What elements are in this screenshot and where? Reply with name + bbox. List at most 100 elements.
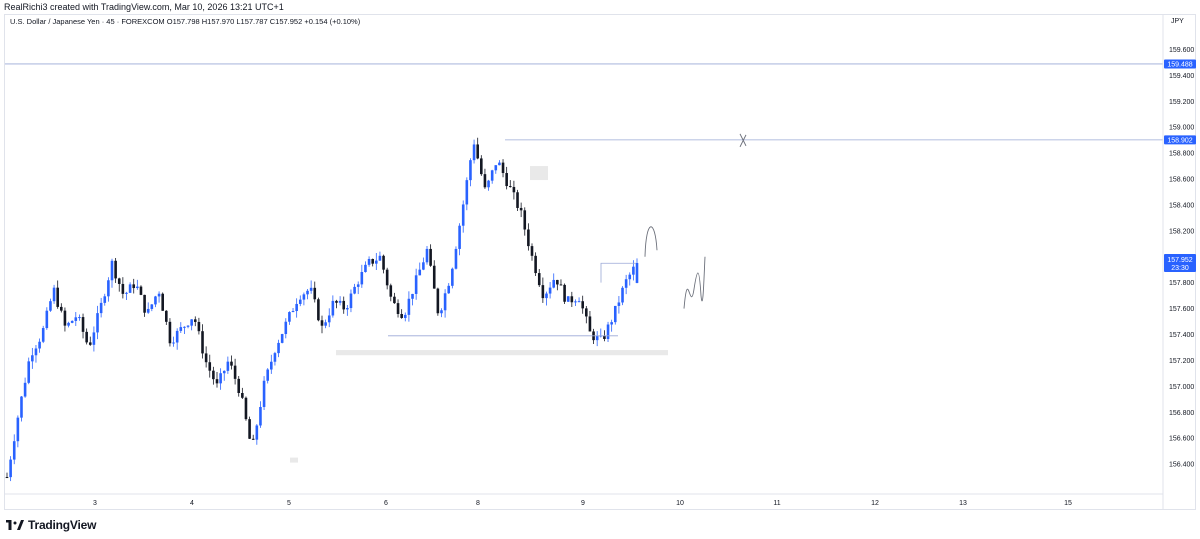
candle-body <box>291 311 295 313</box>
created-by-text: RealRichi3 created with TradingView.com,… <box>4 2 284 12</box>
candle-body <box>548 287 552 294</box>
candle-body <box>465 180 469 205</box>
candle-body <box>49 301 52 311</box>
x-tick-label: 11 <box>773 500 780 507</box>
y-tick-label: 158.400 <box>1169 202 1194 209</box>
candle-body <box>270 361 273 370</box>
candle-body <box>324 322 327 326</box>
candle-body <box>411 293 414 299</box>
candle-body <box>154 296 157 305</box>
candle-body <box>635 262 639 283</box>
candle-body <box>248 419 251 439</box>
y-tick-label: 159.600 <box>1169 47 1194 54</box>
demand-zone <box>336 350 668 356</box>
price-tag <box>1164 253 1196 272</box>
candle-body <box>335 300 338 303</box>
y-tick-label: 158.600 <box>1169 177 1194 184</box>
candle-body <box>251 438 255 440</box>
candle-body <box>346 308 349 310</box>
symbol-legend[interactable]: U.S. Dollar / Japanese Yen · 45 · FOREXC… <box>10 17 361 26</box>
candle-body <box>436 288 440 314</box>
time-axis: 3 4 5 6 8 9 10 11 12 13 15 <box>4 493 1163 507</box>
candle-body <box>632 266 635 275</box>
candle-body <box>440 310 443 314</box>
zone-marker <box>290 457 298 463</box>
candle-body <box>378 255 382 261</box>
candle-body <box>338 300 342 303</box>
candle-body <box>606 324 610 339</box>
candle-body <box>201 331 204 354</box>
candle-body <box>70 320 74 323</box>
candle-body <box>230 361 233 366</box>
candle-body <box>150 304 154 309</box>
candle-body <box>472 144 476 161</box>
y-tick-label: 156.600 <box>1169 436 1194 443</box>
candle-body <box>12 441 16 460</box>
candle-body <box>389 285 393 297</box>
candle-body <box>298 299 302 304</box>
candle-body <box>219 373 222 384</box>
tradingview-logo-text: TradingView <box>28 518 97 532</box>
candle-body <box>139 286 143 295</box>
candle-body <box>559 284 563 286</box>
x-tick-label: 9 <box>581 500 585 507</box>
zone-marker <box>530 166 548 181</box>
candle-body <box>487 180 490 188</box>
price-tag-label: 159.488 <box>1167 61 1192 68</box>
candle-body <box>215 379 219 384</box>
candle-body <box>621 287 624 303</box>
candle-body <box>425 248 429 263</box>
candle-body <box>552 279 556 288</box>
candle-body <box>356 284 360 287</box>
candle-body <box>107 280 110 297</box>
candle-body <box>114 260 117 279</box>
candle-body <box>603 335 606 339</box>
candle-body <box>31 355 34 362</box>
candle-body <box>288 312 291 322</box>
candle-body <box>483 174 487 188</box>
candle-body <box>295 303 298 312</box>
overlay-layer <box>5 63 1163 463</box>
candle-body <box>353 286 356 294</box>
candle-body <box>331 300 335 316</box>
candle-body <box>41 328 45 342</box>
candle-body <box>432 265 436 289</box>
tradingview-logo[interactable]: TradingView <box>6 518 96 532</box>
candle-body <box>277 342 280 354</box>
candle-body <box>165 310 168 322</box>
projection-scribble <box>644 226 658 257</box>
candle-body <box>302 294 306 300</box>
candle-body <box>581 301 584 309</box>
projection-scribble <box>683 256 706 309</box>
candle-body <box>128 284 132 293</box>
candle-body <box>27 361 31 383</box>
candle-body <box>183 326 186 328</box>
candle-body <box>96 313 99 333</box>
candle-body <box>280 334 284 343</box>
candle-body <box>190 319 193 326</box>
candle-body <box>81 317 85 332</box>
y-tick-label: 156.400 <box>1169 462 1194 469</box>
candle-body <box>385 269 389 286</box>
x-tick-label: 6 <box>384 500 388 507</box>
candle-body <box>327 315 331 323</box>
candle-body <box>117 278 121 284</box>
candle-body <box>146 308 150 313</box>
candle-body <box>371 258 374 264</box>
candle-body <box>360 272 364 285</box>
candle-body <box>99 302 103 314</box>
candle-body <box>414 275 418 294</box>
candle-body <box>60 306 63 311</box>
y-tick-label: 157.600 <box>1169 306 1194 313</box>
candle-body <box>52 287 56 302</box>
candle-body <box>38 341 41 349</box>
candles-layer <box>5 137 639 482</box>
candle-body <box>157 293 161 297</box>
y-tick-label: 158.200 <box>1169 228 1194 235</box>
tradingview-logo-icon <box>6 520 24 530</box>
candle-body <box>476 144 479 159</box>
candle-body <box>382 255 385 270</box>
candle-body <box>20 396 23 418</box>
range-line <box>600 262 636 283</box>
